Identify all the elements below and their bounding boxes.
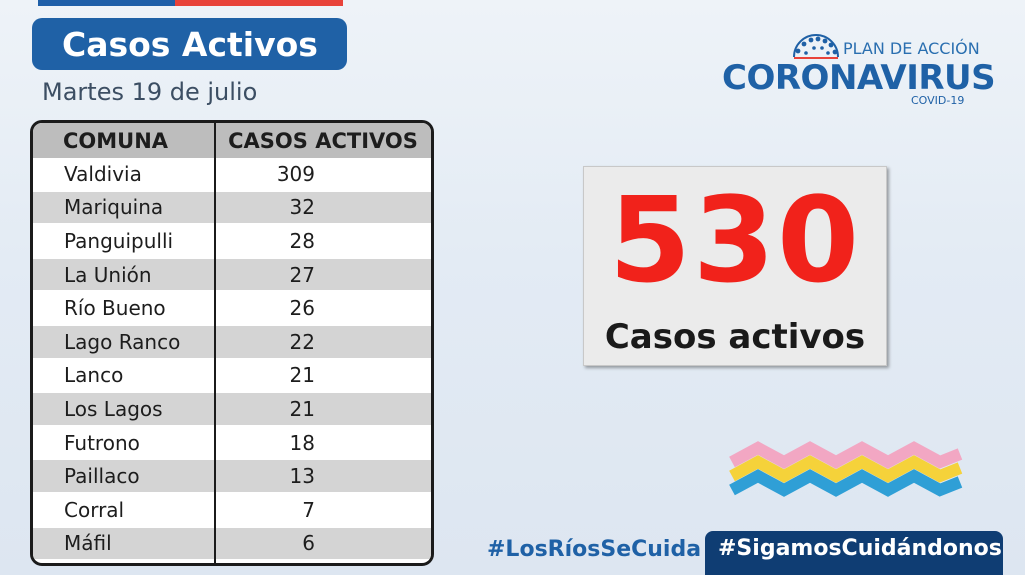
cell-comuna: Río Bueno [64,296,166,321]
hashtag-banner [705,531,1003,575]
column-header-comuna: COMUNA [63,128,169,153]
cell-comuna: Corral [64,497,125,522]
cases-table: COMUNA CASOS ACTIVOS Valdivia 309 Mariquin… [30,120,434,566]
cell-comuna: Lago Ranco [64,329,181,354]
column-header-casos: CASOS ACTIVOS [228,128,418,153]
table-row: Máfil 6 [33,527,431,562]
coronavirus-logo-icon [793,34,839,59]
cell-casos: 26 [289,296,315,321]
hashtag-los-rios: #LosRíosSeCuida [487,537,702,562]
table-row: Mariquina 32 [33,191,431,226]
table-row: Paillaco 13 [33,460,431,494]
table-row: Río Bueno 26 [33,292,431,326]
table-row: Panguipulli 28 [33,225,431,259]
total-cases-number: 530 [608,171,862,309]
total-cases-label: Casos activos [604,317,866,357]
top-flag-bar [38,0,343,6]
cell-comuna: Los Lagos [64,396,163,421]
cell-casos: 7 [302,497,315,522]
cell-casos: 309 [276,161,315,186]
cell-comuna: Máfil [64,531,112,556]
cell-comuna: Mariquina [64,195,164,220]
table-row: La Unión 27 [33,258,431,293]
table-row: Lanco 21 [33,359,431,394]
cell-casos: 18 [289,430,315,455]
table-row: Los Lagos 21 [33,393,431,427]
table-row: Valdivia 309 [33,158,431,192]
logo-covid-text: COVID-19 [911,94,965,107]
cell-casos: 32 [289,195,315,220]
hashtag-sigamos: #SigamosCuidándonos [718,536,1002,561]
cell-casos: 27 [289,262,315,287]
cell-comuna: Lanco [64,363,124,388]
cell-comuna: Futrono [64,430,140,455]
logo-plan-text: PLAN DE ACCIÓN [843,39,980,58]
cell-casos: 6 [302,531,315,556]
cell-casos: 21 [289,363,315,388]
table-row: Corral 7 [33,494,431,528]
table-header-row: COMUNA CASOS ACTIVOS [33,123,431,158]
table-row: Lago Ranco 22 [33,326,431,360]
date-label: Martes 19 de julio [42,78,258,106]
table-row: Futrono 18 [33,426,431,461]
cell-comuna: Valdivia [64,161,142,186]
logo-coronavirus-text: CORONAVIRUS [722,58,996,98]
cell-comuna: La Unión [64,262,152,287]
page-title: Casos Activos [62,25,318,64]
total-cases-card: 530 Casos activos [583,166,887,366]
cell-comuna: Paillaco [64,464,140,489]
cell-casos: 21 [289,396,315,421]
cell-comuna: Panguipulli [64,228,174,253]
cell-casos: 13 [289,464,315,489]
cell-casos: 22 [289,329,315,354]
column-divider [214,123,216,563]
cell-casos: 28 [289,228,315,253]
title-banner [32,18,347,70]
decorative-wave-stripes [729,441,963,497]
